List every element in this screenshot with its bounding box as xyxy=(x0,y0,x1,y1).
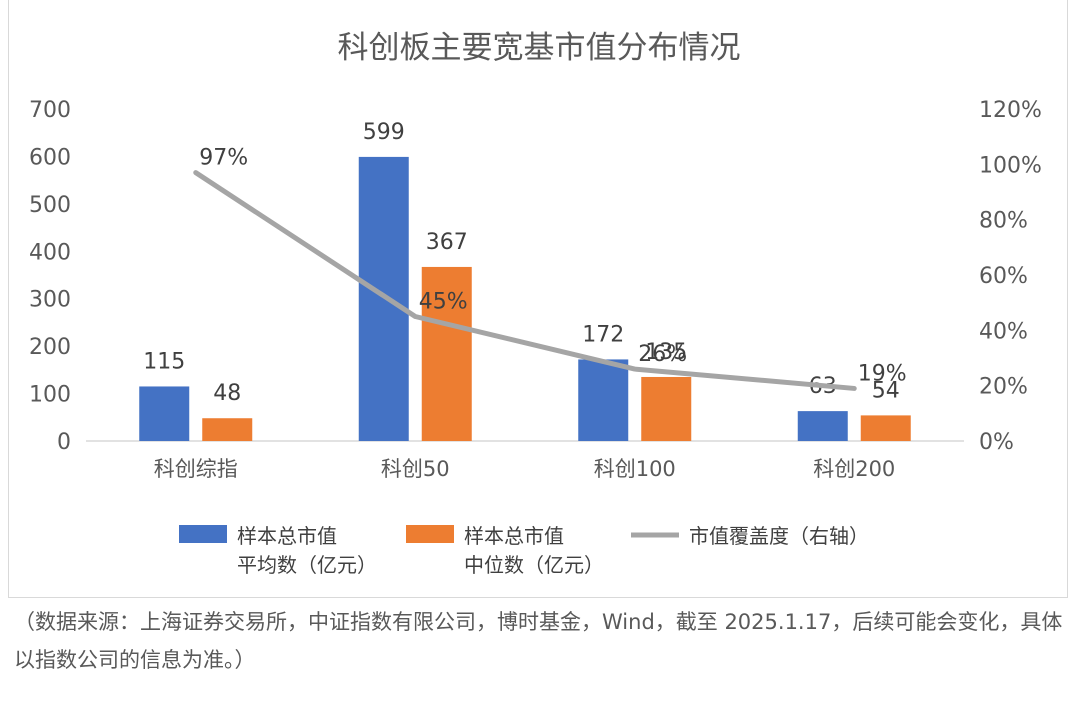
x-tick-label: 科创综指 xyxy=(154,457,238,481)
bar-data-label: 172 xyxy=(582,322,624,347)
bar xyxy=(641,376,692,441)
y-left-tick-label: 200 xyxy=(29,335,71,360)
legend-label: 平均数（亿元） xyxy=(237,553,377,577)
x-tick-label: 科创50 xyxy=(381,457,450,481)
x-tick-label: 科创200 xyxy=(813,457,895,481)
legend-swatch xyxy=(179,525,227,543)
bar xyxy=(578,359,629,441)
chart-canvas: 科创板主要宽基市值分布情况 0 100 200 300 400 500 600 700 0% 20%… xyxy=(29,30,1042,577)
y-right-tick-label: 40% xyxy=(979,319,1028,344)
y-right-tick-label: 80% xyxy=(979,209,1028,234)
y-left-tick-label: 500 xyxy=(29,193,71,218)
y-left-tick-label: 600 xyxy=(29,145,71,170)
y-right-tick-label: 60% xyxy=(979,264,1028,289)
legend-label: 样本总市值 xyxy=(237,524,337,548)
legend-swatch xyxy=(406,525,454,543)
bar xyxy=(797,411,848,441)
bar-data-label: 48 xyxy=(213,381,241,406)
y-left-tick-label: 0 xyxy=(57,430,71,455)
y-left-tick-label: 300 xyxy=(29,288,71,313)
bar-data-label: 367 xyxy=(426,230,468,255)
legend-label: 样本总市值 xyxy=(464,524,564,548)
bar xyxy=(358,156,409,441)
legend-label: 市值覆盖度（右轴） xyxy=(689,524,869,548)
y-right-tick-label: 0% xyxy=(979,430,1014,455)
chart-frame: 科创板主要宽基市值分布情况 0 100 200 300 400 500 600 700 0% 20%… xyxy=(8,0,1068,598)
y-left-tick-label: 400 xyxy=(29,240,71,265)
line-data-label: 45% xyxy=(419,290,468,315)
bar xyxy=(421,266,472,441)
line-data-label: 19% xyxy=(858,361,907,386)
y-left-tick-label: 700 xyxy=(29,98,71,123)
x-tick-label: 科创100 xyxy=(594,457,676,481)
y-right-tick-label: 20% xyxy=(979,375,1028,400)
line-data-label: 97% xyxy=(199,146,248,171)
line-series xyxy=(193,170,857,391)
line-data-label: 26% xyxy=(638,342,687,367)
bar-data-label: 54 xyxy=(872,378,900,403)
legend-label: 中位数（亿元） xyxy=(464,553,604,577)
y-right-tick-label: 100% xyxy=(979,153,1042,178)
bar-data-label: 599 xyxy=(363,120,405,145)
y-right-tick-label: 120% xyxy=(979,98,1042,123)
y-left-tick-label: 100 xyxy=(29,383,71,408)
source-footnote: （数据来源：上海证券交易所，中证指数有限公司，博时基金，Wind，截至 2025… xyxy=(14,610,1063,672)
bar xyxy=(860,415,911,441)
bar xyxy=(139,386,190,441)
bar-data-label: 135 xyxy=(645,340,687,365)
chart-title: 科创板主要宽基市值分布情况 xyxy=(338,30,741,66)
bar xyxy=(202,418,253,441)
bar-data-label: 115 xyxy=(143,349,185,374)
